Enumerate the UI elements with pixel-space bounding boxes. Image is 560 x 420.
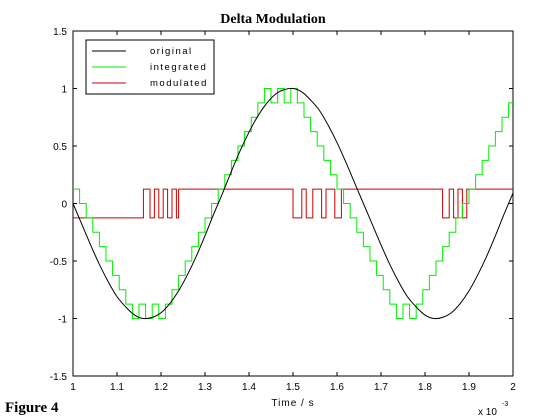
- series-modulated: [73, 188, 513, 219]
- legend-label-integrated: integrated: [150, 62, 207, 73]
- x-tick-label: 1.6: [330, 382, 344, 393]
- x-tick-label: 1: [70, 382, 76, 393]
- y-tick-label: 1.5: [53, 27, 67, 38]
- x-tick-label: 1.9: [462, 382, 476, 393]
- legend-label-modulated: modulated: [150, 78, 208, 89]
- x-axis-ticks: 1 1.1 1.2 1.3 1.4 1.5 1.6 1.7 1.8 1.9 2: [70, 31, 516, 393]
- x-tick-label: 1.2: [154, 382, 168, 393]
- chart-title: Delta Modulation: [220, 12, 326, 27]
- y-tick-label: 1: [61, 85, 67, 96]
- x-tick-label: 1.1: [110, 382, 124, 393]
- x-multiplier: x 10: [478, 407, 497, 418]
- series-original: [72, 87, 514, 320]
- x-axis-label: Time / s: [271, 398, 314, 409]
- y-tick-label: 0: [61, 200, 67, 211]
- legend-label-original: original: [150, 46, 193, 57]
- y-tick-label: -0.5: [50, 257, 68, 268]
- x-tick-label: 1.4: [242, 382, 256, 393]
- figure-label: Figure 4: [5, 400, 59, 416]
- x-multiplier-exponent: -3: [502, 401, 508, 408]
- y-axis-ticks: 1.5 1 0.5 0 -0.5 -1 -1.5: [50, 27, 513, 383]
- y-tick-label: 0.5: [53, 142, 67, 153]
- x-tick-label: 1.8: [418, 382, 432, 393]
- x-tick-label: 1.3: [198, 382, 212, 393]
- series-layer: [72, 87, 514, 320]
- legend: original integrated modulated: [85, 39, 215, 95]
- y-tick-label: -1: [58, 315, 67, 326]
- x-tick-label: 1.7: [374, 382, 388, 393]
- x-tick-label: 1.5: [286, 382, 300, 393]
- y-tick-label: -1.5: [50, 372, 68, 383]
- x-tick-label: 2: [510, 382, 516, 393]
